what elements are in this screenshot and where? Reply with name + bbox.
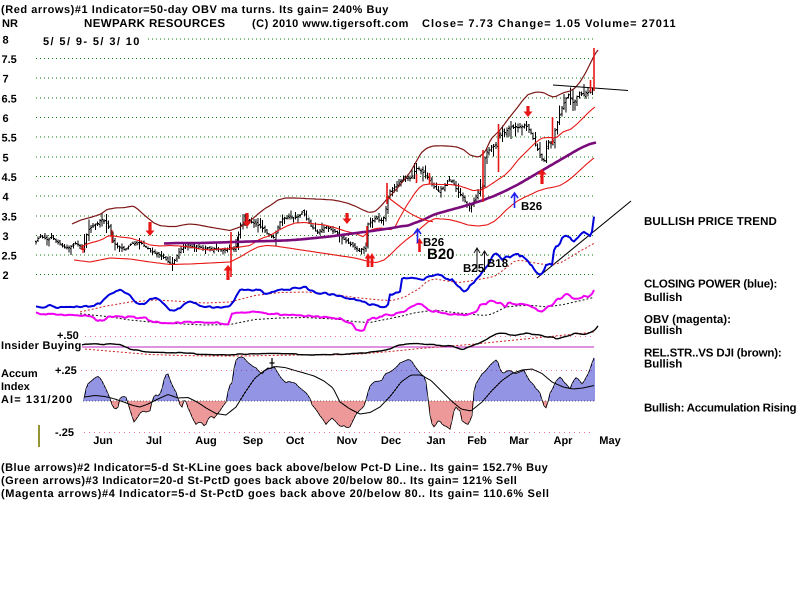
svg-text:(Red arrows)#1 Indicator=50-da: (Red arrows)#1 Indicator=50-day OBV ma t… <box>1 4 389 16</box>
svg-text:Index: Index <box>1 381 31 393</box>
svg-text:(Blue arrows)#2 Indicator=5-d: (Blue arrows)#2 Indicator=5-d St-KLine g… <box>1 462 549 474</box>
svg-text:Bullish: Bullish <box>644 292 682 304</box>
svg-text:Jan: Jan <box>427 435 446 447</box>
svg-text:B18: B18 <box>487 258 509 270</box>
svg-text:(C) 2010 www.tigersoft.com: (C) 2010 www.tigersoft.com <box>252 18 409 30</box>
svg-text:4.5: 4.5 <box>2 172 17 184</box>
svg-text:8: 8 <box>3 34 9 46</box>
svg-text:B25: B25 <box>463 263 485 275</box>
svg-text:5/ 5/ 9- 5/ 3/ 10: 5/ 5/ 9- 5/ 3/ 10 <box>43 36 141 48</box>
svg-text:Dec: Dec <box>381 435 401 447</box>
svg-text:3.5: 3.5 <box>2 211 17 223</box>
svg-text:7.5: 7.5 <box>2 54 17 66</box>
svg-text:REL.STR..VS DJI (brown):: REL.STR..VS DJI (brown): <box>644 348 782 360</box>
svg-text:Nov: Nov <box>337 435 359 447</box>
svg-text:B26: B26 <box>423 237 444 249</box>
svg-text:Jul: Jul <box>146 435 162 447</box>
svg-text:B26: B26 <box>521 201 542 213</box>
svg-text:-.25: -.25 <box>55 427 74 439</box>
svg-text:(Green arrows)#3 Indicator=20-: (Green arrows)#3 Indicator=20-d St-PctD … <box>1 475 517 487</box>
svg-text:Feb: Feb <box>467 435 487 447</box>
svg-text:3: 3 <box>3 231 9 243</box>
svg-text:Bullish: Bullish <box>644 359 682 371</box>
svg-text:Insider Buying: Insider Buying <box>1 340 82 352</box>
svg-text:Oct: Oct <box>286 435 305 447</box>
svg-text:NR: NR <box>2 18 18 30</box>
svg-text:Sep: Sep <box>243 435 263 447</box>
svg-text:Bullish: Bullish <box>644 325 682 337</box>
svg-text:7: 7 <box>3 74 9 86</box>
svg-text:Aug: Aug <box>195 435 216 447</box>
svg-text:(Magenta arrows)#4 Indicator=5: (Magenta arrows)#4 Indicator=5-d St-PctD… <box>1 488 550 500</box>
svg-text:Accum: Accum <box>1 368 38 380</box>
svg-text:NEWPARK RESOURCES: NEWPARK RESOURCES <box>84 18 225 30</box>
svg-text:6.5: 6.5 <box>2 93 17 105</box>
svg-text:6: 6 <box>3 113 9 125</box>
svg-text:Bullish: Accumulation Rising: Bullish: Accumulation Rising <box>644 403 797 415</box>
svg-text:+.50: +.50 <box>57 330 79 342</box>
svg-text:B20: B20 <box>427 246 455 263</box>
svg-text:Apr: Apr <box>554 435 574 447</box>
svg-text:CLOSING POWER (blue):: CLOSING POWER (blue): <box>644 279 777 291</box>
svg-text:+.25: +.25 <box>55 365 77 377</box>
svg-text:OBV (magenta):: OBV (magenta): <box>644 314 731 326</box>
svg-text:2: 2 <box>3 270 9 282</box>
svg-text:Close= 7.73 Change= 1.05 Vol: Close= 7.73 Change= 1.05 Volume= 27011 <box>422 18 677 30</box>
svg-text:May: May <box>599 435 621 447</box>
svg-text:Mar: Mar <box>509 435 529 447</box>
svg-text:BULLISH PRICE TREND: BULLISH PRICE TREND <box>644 216 777 228</box>
svg-text:2.5: 2.5 <box>2 251 17 263</box>
svg-text:4: 4 <box>3 192 10 204</box>
svg-text:5: 5 <box>3 152 9 164</box>
svg-text:Jun: Jun <box>93 435 113 447</box>
svg-text:5.5: 5.5 <box>2 133 17 145</box>
svg-text:AI= 131/200: AI= 131/200 <box>1 394 73 406</box>
